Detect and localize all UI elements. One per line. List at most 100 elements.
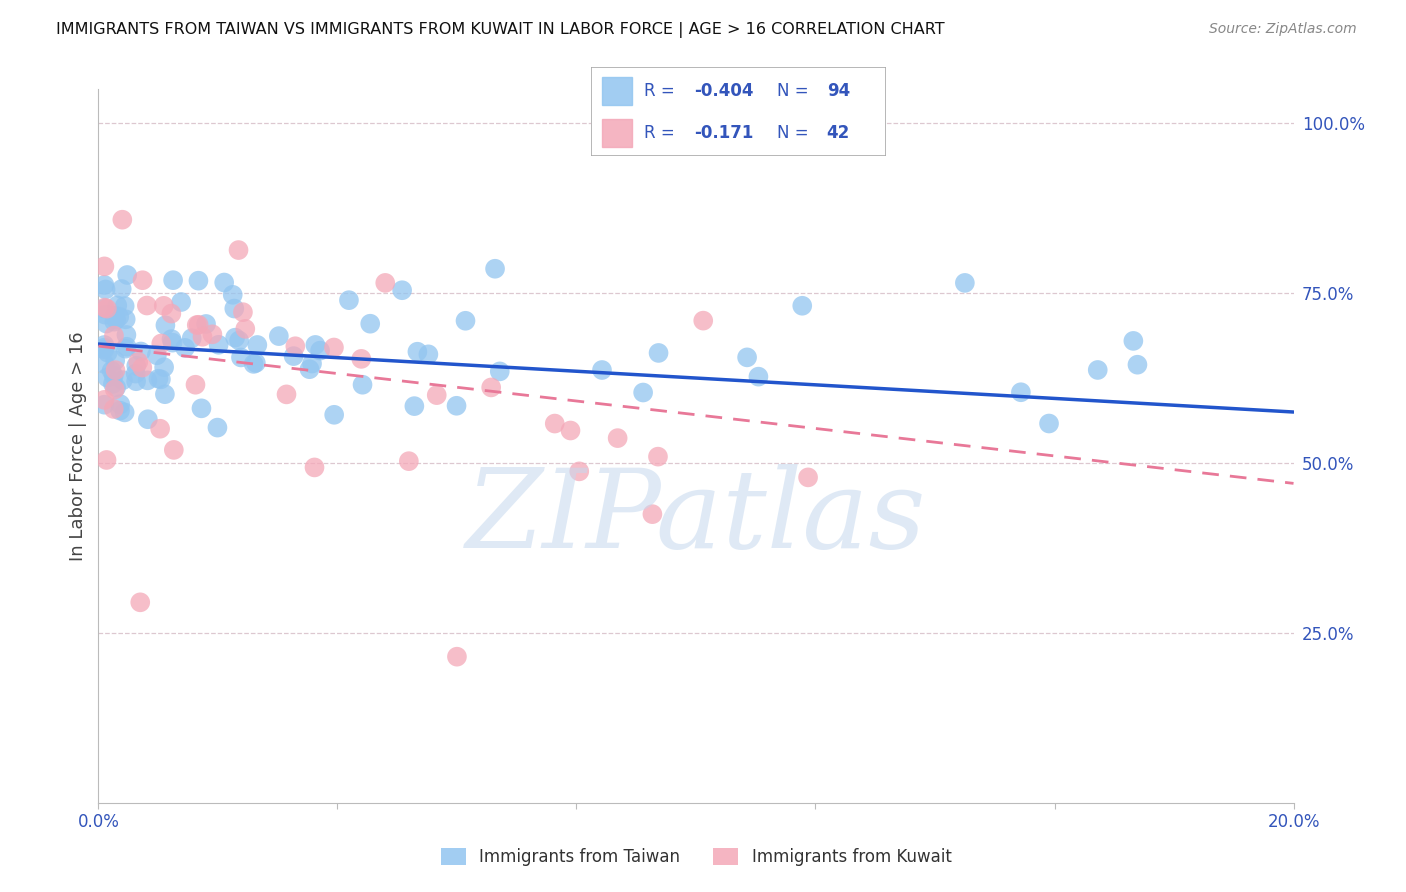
Point xyxy=(267,329,290,343)
Point xyxy=(131,273,153,287)
Point xyxy=(111,282,134,296)
Point xyxy=(155,318,177,333)
Point xyxy=(150,336,173,351)
Point xyxy=(245,356,267,370)
FancyBboxPatch shape xyxy=(591,67,886,156)
Point xyxy=(359,317,381,331)
Point xyxy=(96,370,118,384)
Point xyxy=(108,310,131,324)
Point xyxy=(162,273,184,287)
Point xyxy=(229,351,252,365)
Point xyxy=(94,308,117,322)
Point xyxy=(163,442,186,457)
Point xyxy=(93,277,115,292)
Text: -0.171: -0.171 xyxy=(695,124,754,142)
Text: R =: R = xyxy=(644,82,679,100)
Point xyxy=(797,470,820,484)
Point xyxy=(93,260,115,274)
Point xyxy=(135,299,157,313)
Point xyxy=(114,405,136,419)
Point xyxy=(93,398,115,412)
Point xyxy=(129,344,152,359)
Point xyxy=(100,364,122,378)
Point xyxy=(398,454,420,468)
Bar xyxy=(602,119,631,147)
Point xyxy=(127,355,149,369)
Bar xyxy=(602,77,631,105)
Point xyxy=(647,346,669,360)
Point xyxy=(136,373,159,387)
Point xyxy=(125,374,148,388)
Point xyxy=(560,424,582,438)
Point xyxy=(187,318,209,332)
Point xyxy=(96,301,118,316)
Point xyxy=(283,349,305,363)
Point xyxy=(160,307,183,321)
Point xyxy=(93,357,115,371)
Point xyxy=(111,212,134,227)
Point xyxy=(207,338,229,352)
Point xyxy=(544,417,567,431)
Point xyxy=(170,295,193,310)
Point xyxy=(304,460,326,475)
Point xyxy=(641,507,664,521)
Point xyxy=(232,305,254,319)
Point xyxy=(97,345,120,359)
Point xyxy=(323,408,346,422)
Point xyxy=(692,313,714,327)
Point xyxy=(488,364,510,378)
Point xyxy=(108,403,131,417)
Text: ZIPatlas: ZIPatlas xyxy=(465,464,927,571)
Point xyxy=(103,315,125,329)
Point xyxy=(212,276,235,290)
Point xyxy=(568,464,591,478)
Point xyxy=(93,392,115,407)
Point xyxy=(418,347,440,361)
Point xyxy=(201,327,224,342)
Point xyxy=(276,387,298,401)
Point xyxy=(152,299,174,313)
Point xyxy=(96,317,118,331)
Point xyxy=(101,376,124,391)
Point xyxy=(93,343,115,357)
Point xyxy=(233,322,256,336)
Point xyxy=(180,331,202,345)
Point xyxy=(124,367,146,381)
Point xyxy=(93,338,115,352)
Point xyxy=(190,401,212,416)
Point xyxy=(446,649,468,664)
Point xyxy=(93,301,115,316)
Point xyxy=(136,412,159,426)
Point xyxy=(479,380,502,394)
Point xyxy=(406,344,429,359)
Point xyxy=(228,334,250,348)
Point xyxy=(207,420,229,434)
Text: N =: N = xyxy=(776,124,814,142)
Point xyxy=(153,387,176,401)
Point xyxy=(129,595,152,609)
Point xyxy=(446,399,468,413)
Point xyxy=(391,283,413,297)
Point xyxy=(187,274,209,288)
Point xyxy=(174,341,197,355)
Point xyxy=(104,383,127,397)
Point xyxy=(337,293,360,308)
Point xyxy=(110,397,132,411)
Point xyxy=(103,401,125,416)
Point xyxy=(104,309,127,323)
Point xyxy=(103,328,125,343)
Point xyxy=(105,380,128,394)
Point xyxy=(103,368,125,383)
Point xyxy=(350,351,373,366)
Point xyxy=(222,288,245,302)
Legend: Immigrants from Taiwan, Immigrants from Kuwait: Immigrants from Taiwan, Immigrants from … xyxy=(434,841,957,873)
Point xyxy=(195,317,218,331)
Point xyxy=(454,314,477,328)
Point xyxy=(160,332,183,346)
Point xyxy=(115,340,138,354)
Point xyxy=(591,363,613,377)
Point xyxy=(735,351,758,365)
Point xyxy=(228,243,250,257)
Point xyxy=(93,301,115,315)
Point xyxy=(1010,385,1032,400)
